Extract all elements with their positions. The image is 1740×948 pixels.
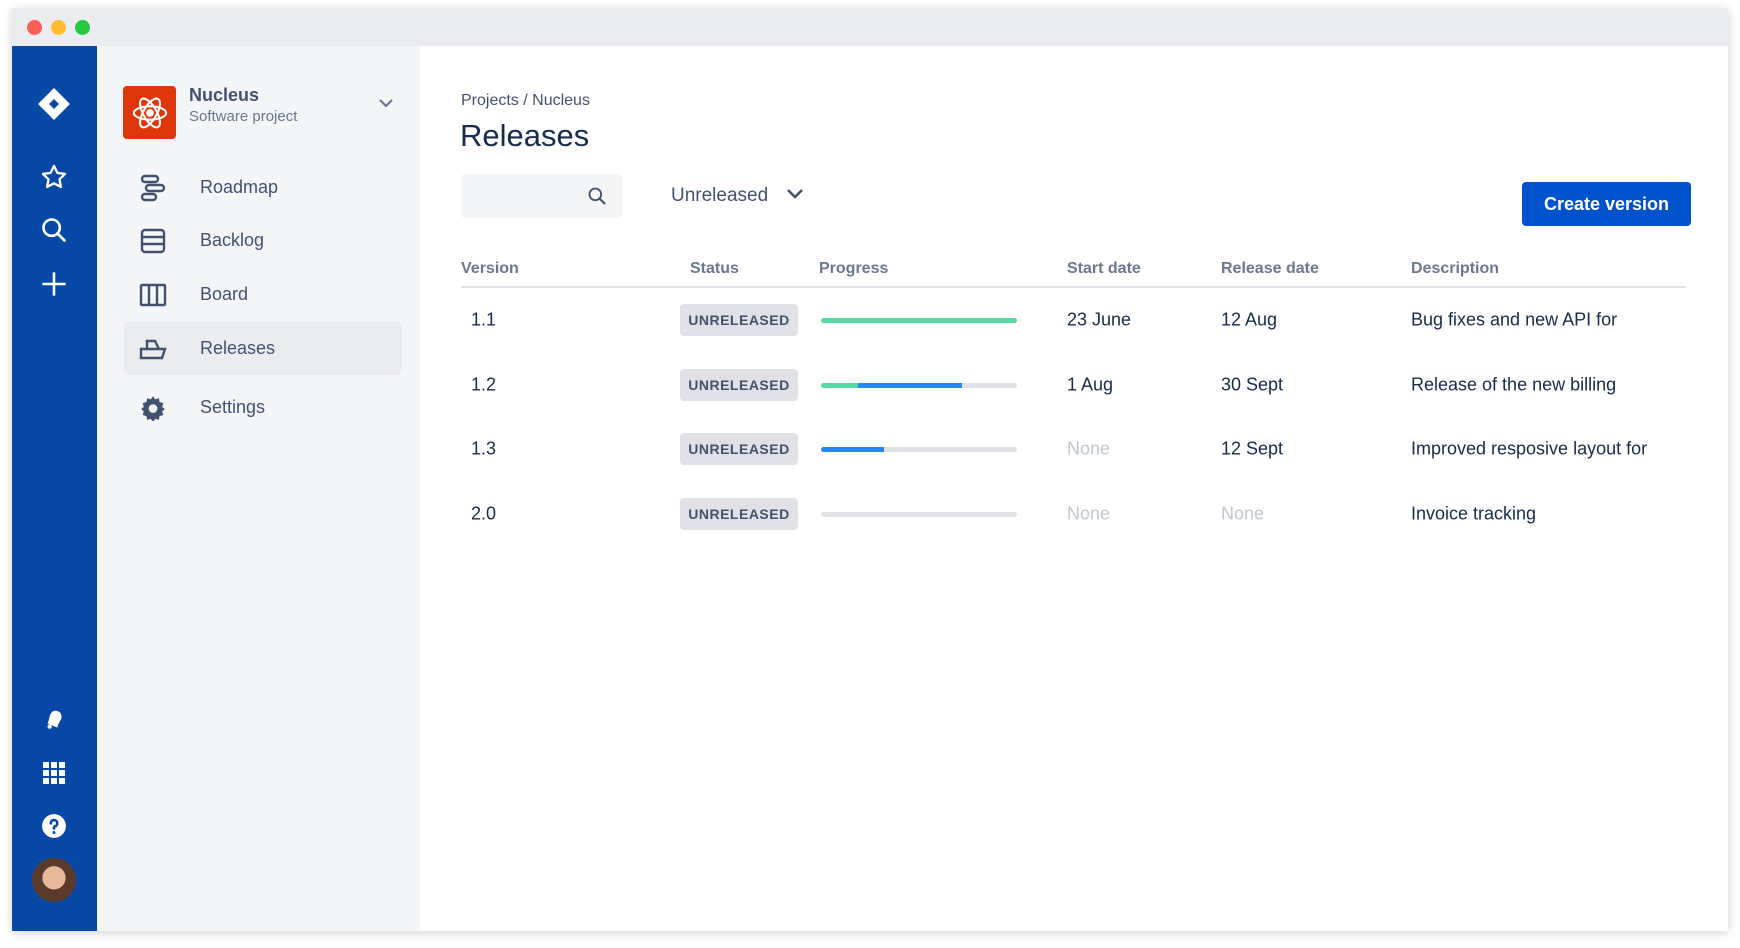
create-version-button[interactable]: Create version (1522, 182, 1691, 226)
start-date: None (1067, 503, 1111, 523)
minimize-window-button[interactable] (51, 20, 66, 35)
search-icon (587, 186, 607, 211)
main-content: Projects / Nucleus Releases Unreleased C… (420, 46, 1728, 931)
progress-bar (821, 447, 1017, 452)
description: Invoice tracking (1411, 503, 1537, 523)
column-header-release-date[interactable]: Release date (1221, 260, 1319, 277)
column-header-start-date[interactable]: Start date (1067, 260, 1141, 277)
sidebar-item-label: Releases (200, 338, 276, 358)
star-icon[interactable] (34, 157, 74, 197)
status-badge: UNRELEASED (680, 304, 798, 336)
close-window-button[interactable] (27, 20, 42, 35)
status-badge: UNRELEASED (680, 368, 798, 401)
roadmap-icon (136, 174, 170, 202)
sidebar-item-label: Backlog (200, 230, 265, 250)
avatar[interactable] (32, 858, 76, 902)
start-date: 1 Aug (1067, 374, 1114, 394)
title-bar (12, 8, 1728, 46)
ship-icon (136, 337, 170, 361)
sidebar-item-backlog[interactable]: Backlog (124, 214, 402, 267)
progress-bar (821, 511, 1017, 517)
page-title: Releases (460, 118, 590, 153)
search-field[interactable] (469, 182, 579, 210)
project-sidebar: Nucleus Software project Roadmap Backlog… (97, 46, 420, 931)
filter-selected: Unreleased (671, 185, 769, 206)
gear-icon (136, 395, 170, 421)
version-link[interactable]: 2.0 (471, 503, 497, 523)
app-window: Nucleus Software project Roadmap Backlog… (12, 8, 1728, 931)
description: Bug fixes and new API for (1411, 309, 1618, 330)
sidebar-item-board[interactable]: Board (124, 268, 402, 321)
description: Improved resposive layout for (1411, 438, 1648, 459)
version-link[interactable]: 1.3 (471, 438, 497, 459)
chevron-down-icon[interactable] (377, 96, 395, 114)
maximize-window-button[interactable] (75, 20, 90, 35)
description: Release of the new billing (1411, 374, 1617, 394)
release-date: 30 Sept (1221, 374, 1284, 394)
sidebar-item-roadmap[interactable]: Roadmap (124, 161, 402, 214)
app-switcher-icon[interactable] (34, 753, 74, 793)
release-date: 12 Sept (1221, 438, 1284, 459)
sidebar-item-label: Settings (200, 397, 266, 417)
board-icon (136, 283, 170, 307)
progress-bar (821, 382, 1017, 388)
global-navigation (12, 46, 97, 931)
plus-icon[interactable] (34, 264, 74, 304)
start-date: 23 June (1067, 309, 1132, 330)
table-row[interactable]: 1.1 UNRELEASED 23 June 12 Aug Bug fixes … (461, 291, 1686, 349)
breadcrumb[interactable]: Projects / Nucleus (461, 92, 590, 109)
progress-bar (821, 318, 1017, 323)
search-input[interactable] (461, 174, 622, 218)
status-badge: UNRELEASED (680, 433, 798, 465)
version-link[interactable]: 1.1 (471, 309, 497, 330)
notification-bell-icon[interactable] (34, 699, 74, 739)
progress-done (821, 382, 859, 388)
backlog-icon (136, 228, 170, 254)
header-divider (461, 286, 1686, 288)
project-type: Software project (189, 108, 298, 125)
release-filter-dropdown[interactable]: Unreleased (671, 183, 804, 209)
progress-done (821, 318, 1017, 323)
version-link[interactable]: 1.2 (471, 374, 497, 394)
release-date: 12 Aug (1221, 309, 1278, 330)
column-header-version[interactable]: Version (461, 260, 519, 277)
table-row[interactable]: 1.2 UNRELEASED 1 Aug 30 Sept Release of … (461, 356, 1686, 414)
chevron-down-icon (786, 187, 804, 205)
column-header-progress[interactable]: Progress (819, 260, 889, 277)
sidebar-item-settings[interactable]: Settings (124, 381, 402, 434)
project-name: Nucleus (189, 85, 260, 105)
status-badge: UNRELEASED (680, 497, 798, 530)
release-date: None (1221, 503, 1265, 523)
sidebar-item-label: Board (200, 284, 249, 304)
table-row[interactable]: 2.0 UNRELEASED None None Invoice trackin… (461, 485, 1686, 543)
sidebar-item-releases[interactable]: Releases (124, 322, 402, 375)
sidebar-item-label: Roadmap (200, 177, 279, 197)
table-row[interactable]: 1.3 UNRELEASED None 12 Sept Improved res… (461, 420, 1686, 478)
progress-in-progress (821, 447, 884, 452)
help-icon[interactable] (34, 806, 74, 846)
start-date: None (1067, 438, 1111, 459)
atom-icon (123, 86, 176, 139)
progress-in-progress (858, 382, 963, 388)
search-icon[interactable] (34, 210, 74, 250)
column-header-description[interactable]: Description (1411, 260, 1500, 277)
jira-logo-icon[interactable] (34, 84, 74, 124)
column-header-status[interactable]: Status (690, 260, 739, 277)
